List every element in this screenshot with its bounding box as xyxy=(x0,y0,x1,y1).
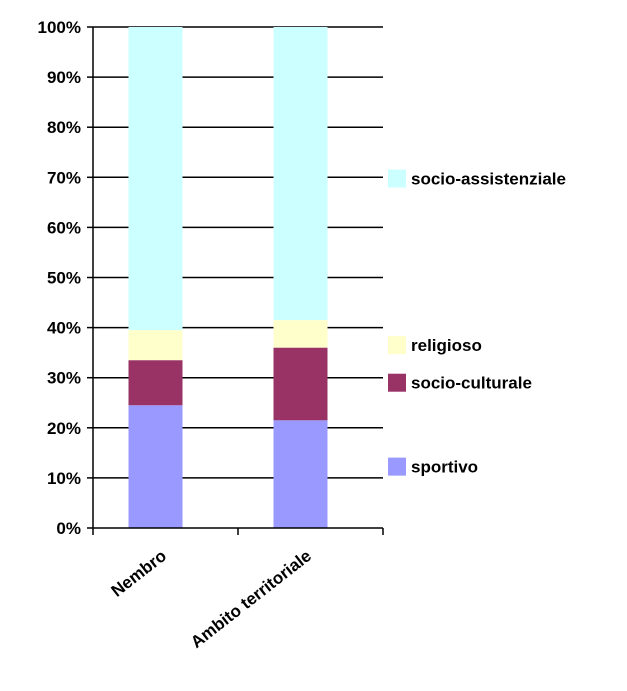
x-tick-label: Nembro xyxy=(108,546,170,601)
bar-segment-socio-assistenziale xyxy=(273,27,328,321)
y-tick-label: 50% xyxy=(47,269,81,288)
y-tick-labels: 0% 10% 20% 30% 40% 50% 60% 70% 80% 90% 100% xyxy=(38,18,93,538)
x-tick-labels: Nembro Ambito territoriale xyxy=(92,528,384,652)
bar-segment-religioso xyxy=(128,330,183,361)
legend-item-socio-culturale: socio-culturale xyxy=(388,373,532,393)
y-tick-label: 40% xyxy=(47,319,81,338)
legend-swatch xyxy=(388,169,406,188)
y-tick-label: 60% xyxy=(47,218,81,237)
legend-label: socio-assistenziale xyxy=(411,170,566,189)
y-tick-label: 10% xyxy=(47,469,81,488)
legend-swatch xyxy=(388,336,406,355)
bar-segment-socio-culturale xyxy=(273,347,328,421)
legend-swatch xyxy=(388,457,406,476)
bar-segment-socio-assistenziale xyxy=(128,27,183,331)
legend-label: socio-culturale xyxy=(411,374,532,393)
legend-swatch xyxy=(388,373,406,392)
x-tick-label: Ambito territoriale xyxy=(187,546,315,652)
y-tick-label: 0% xyxy=(56,519,81,538)
legend-item-religioso: religioso xyxy=(388,336,482,355)
legend-item-socio-assistenziale: socio-assistenziale xyxy=(388,169,566,189)
y-tick-label: 80% xyxy=(47,118,81,137)
bar-segment-religioso xyxy=(273,320,328,348)
y-tick-label: 90% xyxy=(47,68,81,87)
y-tick-label: 100% xyxy=(38,18,81,37)
y-tick-label: 30% xyxy=(47,369,81,388)
y-tick-label: 70% xyxy=(47,168,81,187)
bar-segment-sportivo xyxy=(273,420,328,528)
bar-segment-socio-culturale xyxy=(128,360,183,406)
legend-label: sportivo xyxy=(411,458,478,477)
legend-item-sportivo: sportivo xyxy=(388,457,478,477)
legend-label: religioso xyxy=(411,336,482,355)
bar-segment-sportivo xyxy=(128,405,183,528)
bars xyxy=(128,27,328,528)
legend: sportivo socio-culturale religioso socio-as… xyxy=(388,169,566,477)
y-tick-label: 20% xyxy=(47,419,81,438)
